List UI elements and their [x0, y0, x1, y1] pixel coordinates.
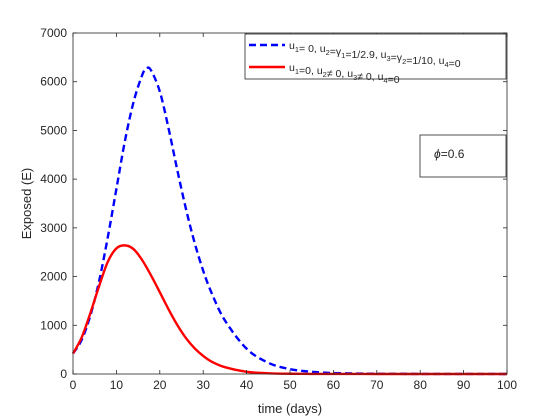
- legend: u1= 0, u2=γ1=1/2.9, u3=γ2=1/10, u4=0u1=0…: [244, 33, 507, 86]
- x-tick-label: 50: [283, 378, 297, 392]
- plot-area: [73, 33, 507, 374]
- y-axis-label: Exposed (E): [19, 168, 34, 240]
- y-tick-label: 5000: [40, 123, 67, 137]
- legend-label-1: u1= 0, u2=γ1=1/2.9, u3=γ2=1/10, u4=0: [289, 40, 461, 70]
- x-tick-label: 40: [240, 378, 254, 392]
- y-tick-label: 2000: [40, 270, 67, 284]
- y-tick-label: 7000: [40, 26, 67, 40]
- annotation-border: [419, 134, 507, 178]
- annotation-text: ϕ=0.6: [434, 147, 465, 161]
- y-tick-label: 6000: [40, 75, 67, 89]
- y-tick-label: 4000: [40, 172, 67, 186]
- x-tick-label: 100: [497, 378, 517, 392]
- x-tick-label: 70: [370, 378, 384, 392]
- x-axis-label: time (days): [258, 401, 322, 416]
- x-tick-label: 90: [457, 378, 471, 392]
- x-tick-label: 80: [414, 378, 428, 392]
- y-tick-label: 0: [60, 367, 67, 381]
- x-tick-label: 10: [110, 378, 124, 392]
- x-tick-label: 60: [327, 378, 341, 392]
- annotation-box: ϕ=0.6: [419, 134, 507, 178]
- legend-label-2: u1=0, u2≠ 0, u3≠ 0, u4=0: [289, 62, 400, 86]
- x-tick-label: 30: [197, 378, 211, 392]
- x-tick-label: 0: [70, 378, 77, 392]
- y-tick-label: 1000: [40, 318, 67, 332]
- x-tick-label: 20: [153, 378, 167, 392]
- y-tick-label: 3000: [40, 221, 67, 235]
- ticks-layer: 0 10 20 30 40 50 60 70 80 90 100010002000300040005…: [40, 26, 517, 392]
- legend-box: [244, 33, 507, 80]
